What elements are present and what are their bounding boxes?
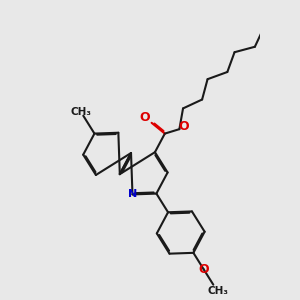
Text: O: O xyxy=(199,263,209,276)
Text: O: O xyxy=(179,120,189,133)
Text: O: O xyxy=(139,111,150,124)
Text: N: N xyxy=(128,189,137,200)
Text: CH₃: CH₃ xyxy=(207,286,228,296)
Text: CH₃: CH₃ xyxy=(71,107,92,117)
